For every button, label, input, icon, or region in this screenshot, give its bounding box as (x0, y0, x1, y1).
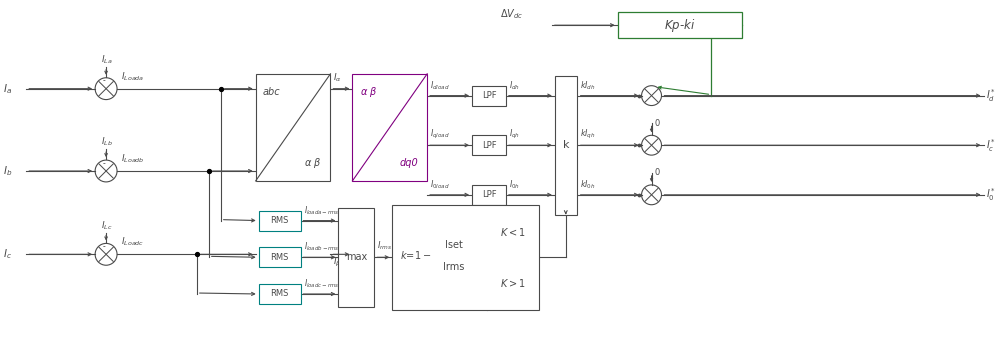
Text: $I_{Loadb}$: $I_{Loadb}$ (121, 153, 145, 165)
Bar (259, 211, 301, 230)
Text: dq0: dq0 (400, 158, 419, 168)
Text: LPF: LPF (482, 91, 496, 100)
Bar (472, 185, 506, 205)
Text: $I_{qload}$: $I_{qload}$ (430, 128, 450, 141)
Text: $I_c$: $I_c$ (3, 247, 12, 261)
Text: $K<1$: $K<1$ (500, 226, 526, 238)
Text: $K>1$: $K>1$ (500, 276, 526, 288)
Bar (259, 284, 301, 304)
Text: RMS: RMS (270, 216, 289, 225)
Text: -: - (103, 76, 106, 85)
Text: k: k (563, 140, 569, 150)
Text: max: max (346, 252, 367, 262)
Text: $I_d^*$: $I_d^*$ (986, 87, 996, 104)
Text: $I_{0h}$: $I_{0h}$ (509, 178, 520, 191)
Text: $I_\alpha$: $I_\alpha$ (333, 71, 342, 84)
Text: Iset: Iset (445, 240, 463, 250)
Text: $I_{Lc}$: $I_{Lc}$ (101, 219, 113, 232)
Text: $kI_{qh}$: $kI_{qh}$ (580, 128, 595, 141)
Text: $I_{loadc-rms}$: $I_{loadc-rms}$ (304, 277, 339, 290)
Bar (256, 74, 330, 181)
Text: RMS: RMS (270, 253, 289, 262)
Bar (352, 74, 427, 181)
Bar (259, 247, 301, 267)
Text: $I_{dh}$: $I_{dh}$ (509, 79, 520, 92)
Text: $Kp$-$ki$: $Kp$-$ki$ (664, 17, 696, 34)
Text: $I_{dload}$: $I_{dload}$ (430, 79, 450, 92)
Text: $\alpha\ \beta$: $\alpha\ \beta$ (360, 85, 377, 99)
Bar (472, 86, 506, 106)
Text: $I_{rms}$: $I_{rms}$ (377, 240, 393, 252)
Bar (338, 208, 374, 307)
Text: $I_{Loada}$: $I_{Loada}$ (121, 70, 144, 83)
Text: $I_{Loadc}$: $I_{Loadc}$ (121, 236, 144, 248)
Text: 0: 0 (655, 119, 660, 128)
Text: -: - (103, 159, 106, 168)
Bar (392, 205, 539, 310)
Text: LPF: LPF (482, 141, 496, 150)
Text: $I_{loadb-rms}$: $I_{loadb-rms}$ (304, 241, 339, 253)
Text: $I_{loada-rms}$: $I_{loada-rms}$ (304, 204, 339, 217)
Bar (618, 12, 742, 38)
Text: $I_{Lb}$: $I_{Lb}$ (101, 136, 113, 148)
Text: 0: 0 (655, 168, 660, 177)
Text: $\Delta V_{dc}$: $\Delta V_{dc}$ (500, 8, 523, 21)
Text: $I_{qh}$: $I_{qh}$ (509, 128, 520, 141)
Text: $\alpha\ \beta$: $\alpha\ \beta$ (304, 156, 321, 170)
Text: $kI_{dh}$: $kI_{dh}$ (580, 79, 595, 92)
Text: RMS: RMS (270, 289, 289, 298)
Text: Irms: Irms (443, 262, 465, 272)
Text: $k\!=\!1-$: $k\!=\!1-$ (400, 249, 432, 261)
Text: $I_b$: $I_b$ (3, 164, 13, 178)
Text: $I_a$: $I_a$ (3, 82, 12, 96)
Bar (555, 76, 577, 215)
Text: $I_0^*$: $I_0^*$ (986, 186, 996, 203)
Text: $kI_{0h}$: $kI_{0h}$ (580, 178, 595, 191)
Text: $I_{0load}$: $I_{0load}$ (430, 178, 450, 191)
Text: LPF: LPF (482, 190, 496, 199)
Text: -: - (103, 242, 106, 251)
Bar (472, 135, 506, 155)
Text: $I_{La}$: $I_{La}$ (101, 54, 113, 66)
Text: $I_\beta$: $I_\beta$ (333, 256, 342, 269)
Text: abc: abc (263, 87, 280, 97)
Text: $I_c^*$: $I_c^*$ (986, 137, 996, 154)
